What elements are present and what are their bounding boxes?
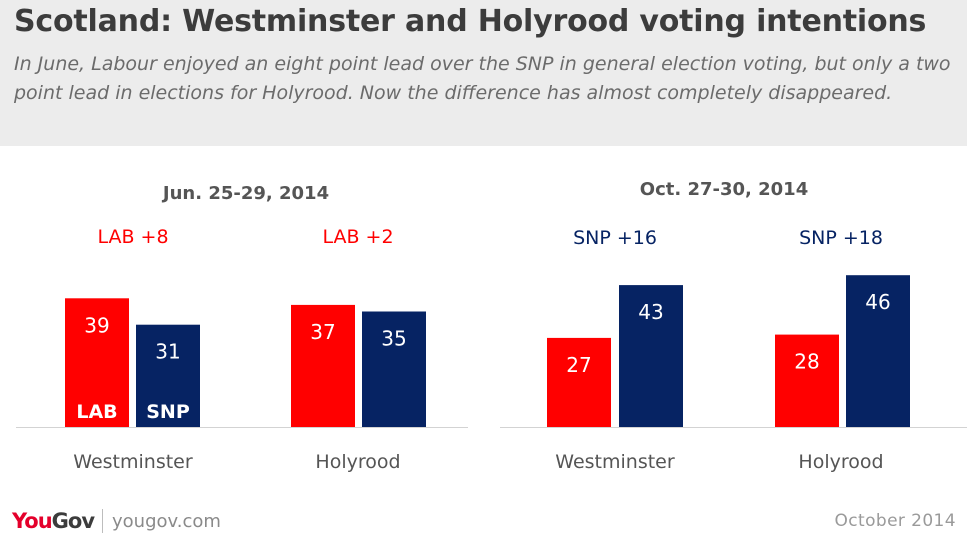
logo-gov-text: Gov (51, 509, 95, 533)
page-title: Scotland: Westminster and Holyrood votin… (14, 4, 927, 39)
category-label: Holyrood (798, 451, 883, 473)
bar-value-label: 43 (638, 300, 663, 324)
bar-value-label: 37 (310, 320, 335, 344)
footer-date: October 2014 (834, 511, 956, 531)
series-label-snp: SNP (146, 401, 190, 423)
lead-label: SNP +16 (573, 227, 657, 249)
chart-area: Jun. 25-29, 2014 LAB +8 39 LAB 31 SNP Westmins… (16, 179, 967, 473)
footer-divider (102, 509, 103, 533)
bar-value-label: 31 (155, 340, 180, 364)
bar-value-label: 28 (794, 350, 819, 374)
lead-label: SNP +18 (799, 227, 883, 249)
logo-you-text: You (12, 509, 53, 533)
series-label-lab: LAB (76, 401, 117, 423)
bar-value-label: 39 (84, 313, 109, 337)
yougov-logo: YouGov (12, 509, 95, 533)
lead-label: LAB +8 (97, 226, 168, 248)
bar-snp (619, 285, 683, 427)
bar-value-label: 35 (381, 327, 406, 351)
panel-title-2: Oct. 27-30, 2014 (640, 179, 808, 200)
bar-lab (775, 334, 839, 427)
bar-value-label: 46 (865, 290, 890, 314)
bar-lab (291, 304, 355, 427)
header-band: Scotland: Westminster and Holyrood votin… (0, 0, 967, 146)
bar-snp (846, 275, 910, 427)
category-label: Westminster (73, 451, 193, 473)
bar-snp (136, 324, 200, 427)
bar-value-label: 27 (566, 353, 591, 377)
panel-title-1: Jun. 25-29, 2014 (161, 183, 329, 204)
bar-snp (362, 311, 426, 427)
category-label: Holyrood (315, 451, 400, 473)
page-subtitle: In June, Labour enjoyed an eight point l… (14, 53, 951, 104)
bar-lab (65, 298, 129, 427)
lead-label: LAB +2 (322, 226, 393, 248)
bar-lab (547, 337, 611, 427)
category-label: Westminster (555, 451, 675, 473)
footer-site-link[interactable]: yougov.com (112, 511, 221, 532)
